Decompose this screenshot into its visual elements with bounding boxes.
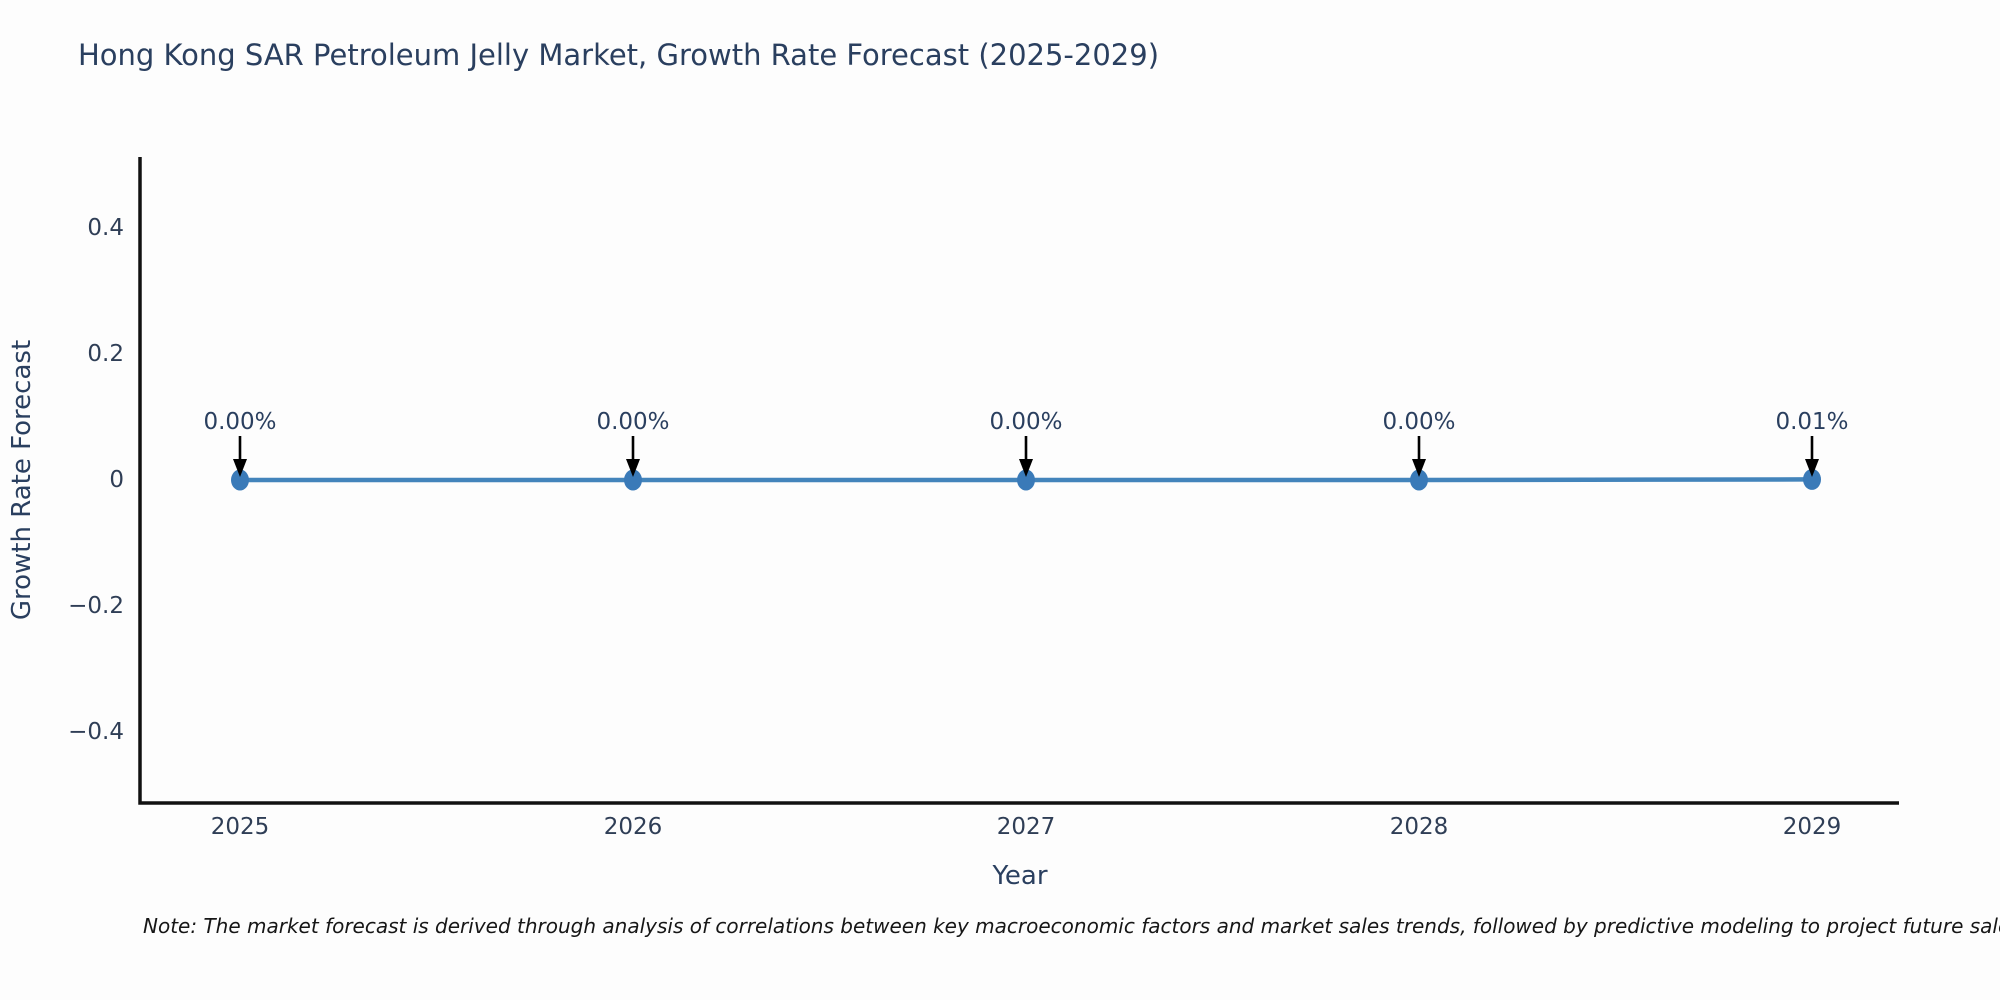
annotation-label-2027: 0.00%	[989, 409, 1062, 435]
x-tick-2029: 2029	[1783, 814, 1842, 840]
x-axis-ticks: 2025 2026 2027 2028 2029	[211, 814, 1842, 840]
marker-2025	[231, 469, 249, 491]
annotation-arrowhead-2027	[1019, 459, 1033, 477]
annotation-label-2028: 0.00%	[1382, 409, 1455, 435]
annotation-arrowhead-2028	[1412, 459, 1426, 477]
axis-lines	[138, 157, 1899, 805]
y-tick-0.2: 0.2	[87, 341, 124, 367]
annotation-label-2026: 0.00%	[596, 409, 669, 435]
annotation-2028: 0.00%	[1382, 409, 1456, 477]
x-tick-2026: 2026	[604, 814, 663, 840]
y-tick-neg0.2: −0.2	[68, 593, 124, 619]
annotation-2025: 0.00%	[203, 409, 277, 477]
y-tick-0: 0	[109, 467, 124, 493]
y-axis-title: Growth Rate Forecast	[7, 340, 37, 620]
series-markers	[231, 468, 1821, 491]
x-tick-2028: 2028	[1390, 814, 1449, 840]
y-tick-neg0.4: −0.4	[68, 719, 124, 745]
annotation-arrowhead-2029	[1805, 459, 1819, 477]
x-tick-2027: 2027	[997, 814, 1056, 840]
x-tick-2025: 2025	[211, 814, 270, 840]
y-tick-0.4: 0.4	[87, 215, 124, 241]
marker-2026	[624, 469, 642, 491]
marker-2029	[1803, 468, 1821, 490]
annotation-label-2029: 0.01%	[1775, 409, 1848, 435]
annotation-2027: 0.00%	[989, 409, 1063, 477]
marker-2027	[1017, 469, 1035, 491]
chart-title: Hong Kong SAR Petroleum Jelly Market, Gr…	[78, 38, 1160, 72]
marker-2028	[1410, 469, 1428, 491]
annotation-label-2025: 0.00%	[203, 409, 276, 435]
y-axis-ticks: 0.4 0.2 0 −0.2 −0.4	[68, 215, 124, 745]
annotation-2026: 0.00%	[596, 409, 670, 477]
annotation-arrowhead-2025	[233, 459, 247, 477]
footnote: Note: The market forecast is derived thr…	[143, 914, 2000, 938]
x-axis-title: Year	[991, 861, 1047, 891]
annotation-arrowhead-2026	[626, 459, 640, 477]
annotation-2029: 0.01%	[1775, 409, 1849, 477]
